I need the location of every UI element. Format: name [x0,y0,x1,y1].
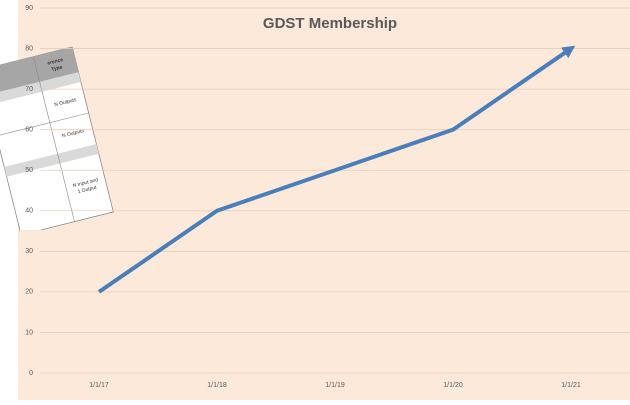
y-tick-label: 60 [25,127,33,134]
line [97,45,576,294]
y-tick-label: 80 [25,45,33,52]
y-tick-label: 70 [25,86,33,93]
table-subheader [4,144,99,177]
x-tick-label: 1/1/19 [325,382,345,389]
table-header-text: erence [47,57,64,67]
y-tick-label: 20 [25,289,33,296]
chart-bg-edge [20,230,42,400]
x-tick-label: 1/1/18 [207,382,227,389]
chart-title: GDST Membership [263,15,397,32]
table-cell: N Outputs [62,128,86,139]
background-table: erence Type N Outputs N Outputs N Input … [0,46,114,236]
x-tick-label: 1/1/20 [443,382,463,389]
x-tick-label: 1/1/21 [561,382,581,389]
y-tick-label: 90 [25,5,33,12]
table-line [0,112,89,137]
table-header-text: Type [51,64,64,73]
table-cell: 1 Output [77,185,98,196]
table-line [33,56,75,222]
y-tick-label: 50 [25,167,33,174]
chart-bg [18,0,630,400]
y-tick-label: 0 [29,370,33,377]
table-header [0,47,79,96]
y-tick-label: 10 [25,329,33,336]
table-cell: N Outputs [54,97,78,108]
y-tick-label: 40 [25,208,33,215]
x-tick-label: 1/1/17 [89,382,109,389]
table-subheader [0,72,81,105]
y-tick-label: 30 [25,248,33,255]
